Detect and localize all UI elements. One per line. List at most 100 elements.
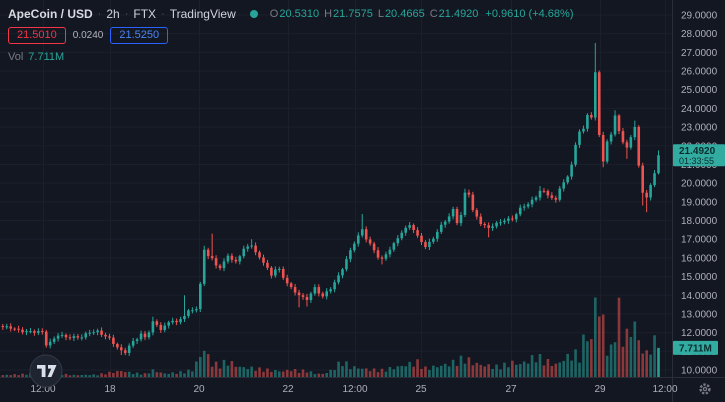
candle-body <box>143 333 147 338</box>
buy-price-button[interactable]: 21.5250 <box>110 27 169 44</box>
candle-body <box>380 257 384 259</box>
volume-bar <box>131 374 135 377</box>
candle-body <box>183 315 186 320</box>
sell-price-button[interactable]: 21.5010 <box>8 27 66 44</box>
price-tick-label: 12.0000 <box>681 328 718 339</box>
price-tick-label: 20.0000 <box>681 179 718 190</box>
volume-bar <box>562 360 565 377</box>
candle-body <box>479 216 483 224</box>
price-tick-label: 23.0000 <box>681 123 718 134</box>
volume-bar <box>582 334 585 377</box>
candle-body <box>388 249 392 255</box>
candle-body <box>317 287 321 294</box>
volume-bar <box>104 374 107 377</box>
time-tick-label: 22 <box>282 384 294 395</box>
candle-body <box>542 190 546 192</box>
volume-bar <box>21 373 24 377</box>
last-price-value: 21.4920 <box>679 146 716 157</box>
price-tick-label: 25.0000 <box>681 85 718 96</box>
volume-bar <box>443 363 447 377</box>
volume-bar <box>191 371 194 377</box>
candle-body <box>199 283 202 310</box>
time-tick-label: 29 <box>594 384 606 395</box>
candle-body <box>396 238 400 244</box>
candle-body <box>574 144 577 165</box>
volume-bar <box>408 361 411 377</box>
volume-bar <box>206 354 210 377</box>
volume-bar <box>313 374 317 377</box>
volume-bar <box>210 366 214 377</box>
candle-body <box>25 331 28 333</box>
volume-bar <box>329 369 332 377</box>
volume-bar <box>159 372 163 377</box>
candle-body <box>471 194 475 211</box>
candle-body <box>80 337 84 339</box>
candle-body <box>289 283 293 288</box>
candle-body <box>151 321 155 333</box>
candle-body <box>507 218 510 221</box>
volume-bar <box>538 354 542 377</box>
candle-body <box>222 261 226 269</box>
volume-bar <box>266 368 269 377</box>
volume-bar <box>499 369 502 377</box>
candle-body <box>285 277 289 284</box>
candle-body <box>297 292 301 296</box>
volume-bar <box>258 367 261 377</box>
candle-body <box>463 192 467 215</box>
volume-axis-label: 7.711M <box>673 340 718 355</box>
volume-bar <box>9 375 12 377</box>
volume-bar <box>84 374 88 377</box>
candle-body <box>187 310 190 316</box>
candle-body <box>455 209 459 224</box>
volume-bar <box>88 375 91 377</box>
volume-bar <box>123 372 127 377</box>
logo-glyph-1 <box>37 365 46 377</box>
volume-bar <box>428 369 431 377</box>
time-tick-label: 18 <box>104 384 116 395</box>
time-axis[interactable] <box>0 378 672 402</box>
candle-body <box>112 337 115 344</box>
candle-body <box>155 321 159 325</box>
candle-body <box>309 293 313 300</box>
volume-bar <box>321 373 325 377</box>
tradingview-watermark-logo[interactable] <box>29 354 63 388</box>
candle-body <box>368 239 372 244</box>
candle-body <box>262 257 265 263</box>
candle-body <box>364 229 368 240</box>
volume-bar <box>254 370 257 377</box>
volume-bar <box>653 335 656 377</box>
volume-bar <box>100 373 103 377</box>
candle-body <box>242 248 246 257</box>
volume-bar <box>76 375 80 377</box>
candle-body <box>68 337 72 339</box>
volume-bar <box>566 353 569 377</box>
volume-bar <box>5 374 9 377</box>
ohlc-close-value: 21.4920 <box>438 8 479 20</box>
candle-body <box>167 322 170 326</box>
candle-body <box>530 199 534 205</box>
candle-body <box>131 340 135 346</box>
volume-bar <box>183 373 186 377</box>
candle-body <box>641 165 644 193</box>
candle-body <box>210 256 214 259</box>
candle-body <box>60 334 64 336</box>
candle-body <box>159 324 163 331</box>
candle-body <box>491 226 494 228</box>
volume-bar <box>171 372 174 377</box>
volume-bar <box>13 374 16 377</box>
volume-bar <box>518 364 522 377</box>
candle-body <box>52 338 56 342</box>
candle-body <box>625 142 629 148</box>
candle-body <box>451 209 455 217</box>
symbol-name[interactable]: ApeCoin / USD <box>8 7 93 21</box>
volume-bar <box>645 350 648 377</box>
price-tick-label: 10.0000 <box>681 365 718 376</box>
market-status-icon[interactable] <box>249 10 258 18</box>
price-tick-label: 17.0000 <box>681 235 718 246</box>
candle-body <box>266 262 269 268</box>
settings-gear-icon[interactable] <box>699 383 711 395</box>
interval-label[interactable]: 2h <box>106 7 120 21</box>
